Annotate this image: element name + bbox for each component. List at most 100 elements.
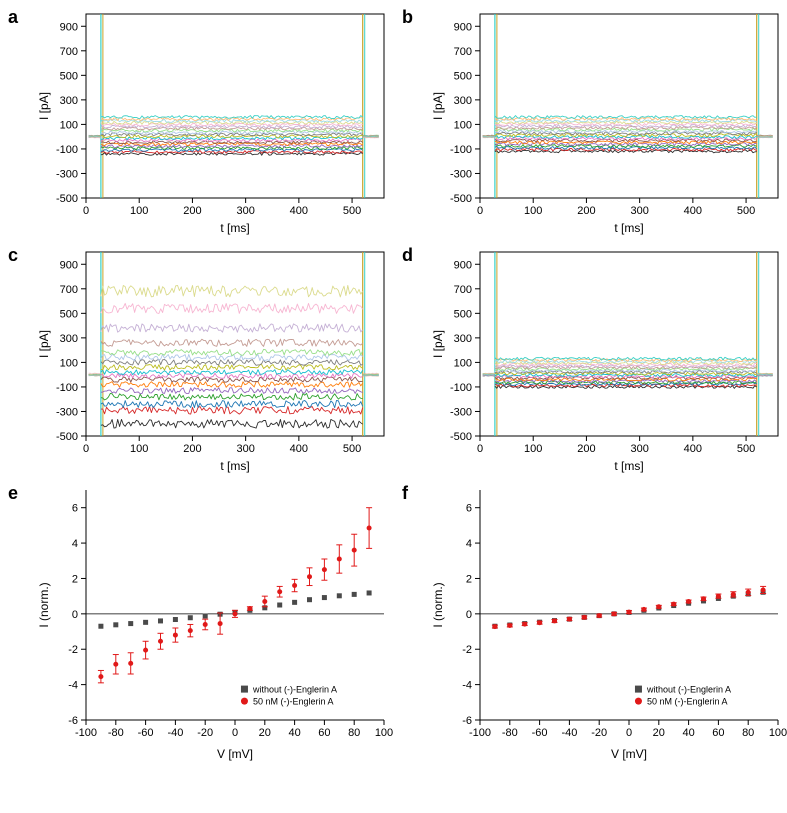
- svg-text:20: 20: [259, 727, 271, 739]
- svg-text:100: 100: [454, 357, 472, 369]
- svg-text:-80: -80: [502, 727, 518, 739]
- svg-text:0: 0: [83, 443, 89, 455]
- svg-text:100: 100: [769, 727, 787, 739]
- svg-text:100: 100: [375, 727, 393, 739]
- svg-text:500: 500: [454, 308, 472, 320]
- svg-text:400: 400: [684, 443, 702, 455]
- svg-text:0: 0: [626, 727, 632, 739]
- svg-text:500: 500: [454, 70, 472, 82]
- svg-text:-4: -4: [462, 680, 472, 692]
- svg-text:500: 500: [343, 205, 361, 217]
- svg-text:300: 300: [630, 443, 648, 455]
- svg-text:100: 100: [524, 443, 542, 455]
- svg-text:300: 300: [236, 205, 254, 217]
- panel-c: 0100200300400500-500-300-100100300500700…: [34, 246, 394, 476]
- svg-text:-300: -300: [450, 406, 472, 418]
- svg-text:2: 2: [466, 573, 472, 585]
- svg-text:-300: -300: [450, 168, 472, 180]
- panel-f: -100-80-60-40-20020406080100-6-4-20246V …: [428, 484, 787, 764]
- svg-text:I (norm.): I (norm.): [431, 582, 445, 627]
- svg-text:-80: -80: [108, 727, 124, 739]
- svg-text:300: 300: [60, 333, 78, 345]
- svg-text:300: 300: [454, 333, 472, 345]
- svg-text:100: 100: [454, 119, 472, 131]
- svg-text:40: 40: [288, 727, 300, 739]
- svg-text:400: 400: [290, 205, 308, 217]
- svg-text:0: 0: [72, 609, 78, 621]
- panel-label-b: b: [402, 8, 420, 238]
- svg-text:-60: -60: [532, 727, 548, 739]
- svg-text:I [pA]: I [pA]: [37, 330, 51, 358]
- svg-text:-40: -40: [561, 727, 577, 739]
- svg-text:without (-)-Englerin A: without (-)-Englerin A: [646, 685, 731, 695]
- panel-a: 0100200300400500-500-300-100100300500700…: [34, 8, 394, 238]
- svg-text:t [ms]: t [ms]: [614, 221, 643, 235]
- svg-text:-100: -100: [450, 382, 472, 394]
- panel-label-e: e: [8, 484, 26, 764]
- svg-text:t [ms]: t [ms]: [614, 459, 643, 473]
- svg-text:I [pA]: I [pA]: [37, 92, 51, 120]
- svg-text:-100: -100: [469, 727, 491, 739]
- svg-text:100: 100: [130, 443, 148, 455]
- panel-b: 0100200300400500-500-300-100100300500700…: [428, 8, 787, 238]
- svg-text:t [ms]: t [ms]: [220, 459, 249, 473]
- svg-text:900: 900: [60, 21, 78, 33]
- svg-text:I [pA]: I [pA]: [431, 92, 445, 120]
- svg-text:700: 700: [454, 284, 472, 296]
- panel-e: -100-80-60-40-20020406080100-6-4-20246V …: [34, 484, 394, 764]
- svg-text:-6: -6: [462, 715, 472, 727]
- panel-d: 0100200300400500-500-300-100100300500700…: [428, 246, 787, 476]
- svg-text:500: 500: [60, 70, 78, 82]
- svg-text:100: 100: [60, 357, 78, 369]
- svg-text:6: 6: [466, 503, 472, 515]
- svg-text:200: 200: [577, 443, 595, 455]
- svg-text:0: 0: [477, 205, 483, 217]
- svg-text:6: 6: [72, 503, 78, 515]
- svg-text:100: 100: [524, 205, 542, 217]
- svg-text:2: 2: [72, 573, 78, 585]
- svg-text:500: 500: [737, 205, 755, 217]
- svg-text:300: 300: [630, 205, 648, 217]
- svg-text:900: 900: [454, 21, 472, 33]
- panel-label-a: a: [8, 8, 26, 238]
- svg-text:-4: -4: [68, 680, 78, 692]
- svg-text:500: 500: [737, 443, 755, 455]
- svg-text:500: 500: [60, 308, 78, 320]
- svg-text:200: 200: [183, 205, 201, 217]
- svg-text:V [mV]: V [mV]: [611, 747, 647, 761]
- svg-text:60: 60: [318, 727, 330, 739]
- svg-text:-100: -100: [450, 144, 472, 156]
- svg-text:400: 400: [290, 443, 308, 455]
- svg-text:-60: -60: [138, 727, 154, 739]
- svg-text:0: 0: [83, 205, 89, 217]
- svg-text:-500: -500: [450, 193, 472, 205]
- panel-label-d: d: [402, 246, 420, 476]
- svg-text:-500: -500: [450, 431, 472, 443]
- svg-text:50 nM (-)-Englerin A: 50 nM (-)-Englerin A: [647, 697, 728, 707]
- svg-text:20: 20: [653, 727, 665, 739]
- svg-text:I [pA]: I [pA]: [431, 330, 445, 358]
- svg-text:-100: -100: [75, 727, 97, 739]
- svg-text:60: 60: [712, 727, 724, 739]
- svg-text:-500: -500: [56, 193, 78, 205]
- svg-text:300: 300: [236, 443, 254, 455]
- svg-text:V [mV]: V [mV]: [217, 747, 253, 761]
- svg-text:700: 700: [60, 284, 78, 296]
- svg-text:-100: -100: [56, 382, 78, 394]
- svg-text:50 nM (-)-Englerin A: 50 nM (-)-Englerin A: [253, 697, 334, 707]
- svg-text:4: 4: [72, 538, 78, 550]
- svg-text:-2: -2: [462, 644, 472, 656]
- figure-grid: a 0100200300400500-500-300-1001003005007…: [8, 8, 779, 764]
- svg-text:700: 700: [454, 46, 472, 58]
- panel-label-f: f: [402, 484, 420, 764]
- svg-text:t [ms]: t [ms]: [220, 221, 249, 235]
- svg-text:-2: -2: [68, 644, 78, 656]
- svg-text:300: 300: [60, 95, 78, 107]
- svg-text:80: 80: [742, 727, 754, 739]
- svg-text:200: 200: [183, 443, 201, 455]
- svg-text:-6: -6: [68, 715, 78, 727]
- svg-text:700: 700: [60, 46, 78, 58]
- svg-text:-300: -300: [56, 406, 78, 418]
- svg-text:-20: -20: [591, 727, 607, 739]
- svg-text:100: 100: [60, 119, 78, 131]
